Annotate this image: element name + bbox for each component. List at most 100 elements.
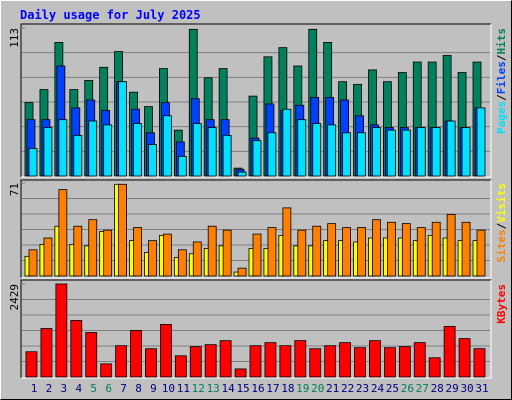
x-tick-label: 18 [281,382,294,395]
bar [58,119,68,177]
legend: KBytes [495,284,508,324]
bar [294,340,307,378]
bar-group [372,219,381,277]
bar [386,221,396,277]
x-tick-label: 3 [61,382,68,395]
x-tick-label: 13 [207,382,220,395]
bar [443,326,456,378]
bar [58,189,68,277]
bar-group [234,368,247,378]
bar-group [222,134,232,177]
bar-group [237,171,247,177]
bar-group [309,348,322,378]
y-tick-label: 2429 [8,284,21,311]
x-tick-label: 14 [222,382,236,395]
bar-group [115,345,127,378]
bar [252,140,262,177]
bar-group [85,332,98,378]
bar-group [267,132,277,177]
x-tick-label: 12 [192,382,205,395]
bar-group [192,241,202,277]
bar-group [327,124,337,177]
bar-group [55,283,68,378]
bar-group [282,108,292,177]
bar [339,342,352,378]
bar-group [401,223,411,277]
bar [100,363,113,378]
bar-group [148,144,157,177]
bar [88,120,98,177]
bar-group [103,124,113,177]
bar-group [312,225,322,277]
bar [446,214,456,277]
bar-group [473,348,486,378]
bar [431,127,441,177]
bar-group [162,233,172,277]
bar [279,345,292,378]
bar-group [118,183,127,277]
x-tick-label: 25 [386,382,399,395]
y-tick-label: 113 [8,28,21,48]
bar [174,355,187,378]
bar-group [264,342,277,378]
bar [446,120,456,177]
bar [327,223,337,277]
bar [192,241,202,277]
bar-group [327,223,337,277]
bar-group [148,240,157,277]
bar-group [267,227,277,277]
bar [357,227,366,277]
legend-separator: / [495,54,508,61]
bar-group [100,363,113,378]
bar [282,108,292,177]
bar [401,223,411,277]
bar-group [446,214,456,277]
x-tick-label: 26 [401,382,414,395]
bar [342,227,352,277]
bar-group [386,221,396,277]
bar-group [354,347,366,378]
bar [28,148,38,177]
legend-separator: / [495,94,508,101]
bar [145,348,157,378]
bar [428,357,441,378]
bar-group [398,346,411,378]
panel-edge [21,180,492,279]
legend: Sites/Visits [495,183,508,263]
x-tick-label: 21 [326,382,339,395]
bar-group [342,227,352,277]
legend: Pages/Files/Hits [495,28,508,134]
bar [148,144,157,177]
bar [372,127,381,177]
bar-group [237,267,247,277]
bar [234,368,247,378]
bar [431,221,441,277]
bar [476,107,486,177]
bar [476,229,486,277]
bar [162,115,172,177]
bar-group [339,342,352,378]
bar [73,134,83,177]
bar-group [279,345,292,378]
bar [115,345,127,378]
x-tick-label: 4 [75,382,82,395]
x-tick-label: 22 [341,382,354,395]
panel-edge [20,179,491,278]
bar-group [192,123,202,177]
bar-group [58,119,68,177]
bar [461,127,471,177]
bar [473,348,486,378]
bar [28,249,38,277]
bar-group [476,107,486,177]
bar [204,344,217,378]
bar [416,227,426,277]
bar [222,229,232,277]
bar [207,225,217,277]
bar [309,348,322,378]
bar-group [458,338,471,378]
bar [207,127,217,177]
x-tick-label: 6 [105,382,112,395]
bar [177,249,187,277]
bar-group [252,140,262,177]
bar-group [461,221,471,277]
